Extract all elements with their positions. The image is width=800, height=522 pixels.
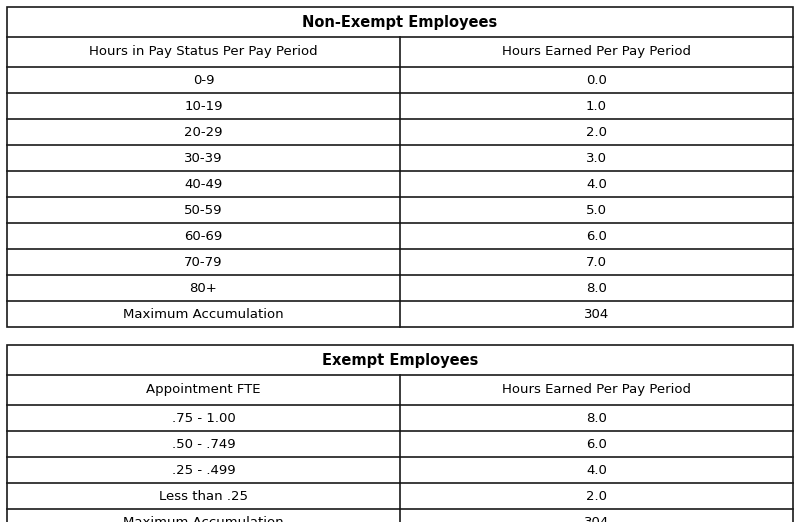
Bar <box>7 7 793 327</box>
Text: 5.0: 5.0 <box>586 204 607 217</box>
Text: Hours in Pay Status Per Pay Period: Hours in Pay Status Per Pay Period <box>89 45 318 58</box>
Text: 304: 304 <box>584 307 609 321</box>
Text: .50 - .749: .50 - .749 <box>172 437 235 450</box>
Text: Exempt Employees: Exempt Employees <box>322 352 478 367</box>
Bar <box>7 345 793 522</box>
Text: 7.0: 7.0 <box>586 255 607 268</box>
Text: Maximum Accumulation: Maximum Accumulation <box>123 516 284 522</box>
Text: 50-59: 50-59 <box>184 204 222 217</box>
Text: 1.0: 1.0 <box>586 100 607 113</box>
Text: 6.0: 6.0 <box>586 230 607 243</box>
Text: Non-Exempt Employees: Non-Exempt Employees <box>302 15 498 30</box>
Text: Appointment FTE: Appointment FTE <box>146 384 261 397</box>
Text: 10-19: 10-19 <box>184 100 222 113</box>
Text: 0.0: 0.0 <box>586 74 607 87</box>
Text: 4.0: 4.0 <box>586 177 607 191</box>
Text: 40-49: 40-49 <box>184 177 222 191</box>
Text: 30-39: 30-39 <box>184 151 222 164</box>
Text: 80+: 80+ <box>190 281 218 294</box>
Text: .75 - 1.00: .75 - 1.00 <box>172 411 235 424</box>
Text: 8.0: 8.0 <box>586 281 607 294</box>
Text: 8.0: 8.0 <box>586 411 607 424</box>
Text: Hours Earned Per Pay Period: Hours Earned Per Pay Period <box>502 384 691 397</box>
Text: 60-69: 60-69 <box>184 230 222 243</box>
Text: Less than .25: Less than .25 <box>159 490 248 503</box>
Text: .25 - .499: .25 - .499 <box>172 464 235 477</box>
Text: Maximum Accumulation: Maximum Accumulation <box>123 307 284 321</box>
Text: 0-9: 0-9 <box>193 74 214 87</box>
Text: 2.0: 2.0 <box>586 490 607 503</box>
Text: 2.0: 2.0 <box>586 125 607 138</box>
Text: 20-29: 20-29 <box>184 125 222 138</box>
Text: Hours Earned Per Pay Period: Hours Earned Per Pay Period <box>502 45 691 58</box>
Text: 304: 304 <box>584 516 609 522</box>
Text: 70-79: 70-79 <box>184 255 222 268</box>
Text: 3.0: 3.0 <box>586 151 607 164</box>
Text: 4.0: 4.0 <box>586 464 607 477</box>
Text: 6.0: 6.0 <box>586 437 607 450</box>
